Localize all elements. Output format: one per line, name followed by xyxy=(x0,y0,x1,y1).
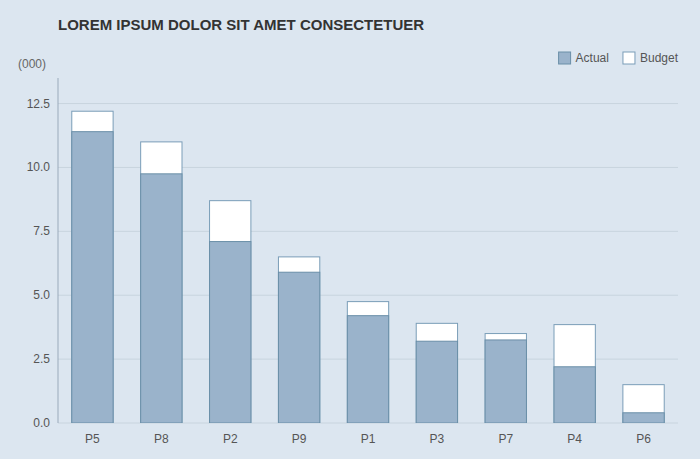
bar xyxy=(278,257,319,423)
y-tick-label: 12.5 xyxy=(27,97,51,111)
bar xyxy=(278,272,319,423)
bar xyxy=(347,302,388,423)
x-tick-label: P4 xyxy=(567,432,582,446)
bars xyxy=(72,111,664,423)
legend-item: Actual xyxy=(559,51,609,65)
x-tick-label: P1 xyxy=(361,432,376,446)
bar xyxy=(623,413,664,423)
y-tick-label: 10.0 xyxy=(27,160,51,174)
background xyxy=(0,0,700,459)
y-tick-label: 5.0 xyxy=(33,288,50,302)
x-tick-label: P7 xyxy=(498,432,513,446)
bar xyxy=(347,316,388,423)
x-tick-label: P8 xyxy=(154,432,169,446)
bar xyxy=(210,201,251,423)
y-axis-line xyxy=(58,78,59,423)
legend-label: Budget xyxy=(640,51,679,65)
legend-swatch xyxy=(559,52,571,64)
legend: Actual Budget xyxy=(559,51,679,65)
bar xyxy=(210,242,251,423)
y-axis-label: (000) xyxy=(18,57,46,71)
x-tick-label: P3 xyxy=(430,432,445,446)
chart: LOREM IPSUM DOLOR SIT AMET CONSECTETUER (… xyxy=(0,0,700,459)
bar xyxy=(72,111,113,423)
bar xyxy=(72,132,113,423)
bar xyxy=(485,340,526,423)
x-tick-label: P6 xyxy=(636,432,651,446)
legend-label: Actual xyxy=(576,51,609,65)
title: LOREM IPSUM DOLOR SIT AMET CONSECTETUER xyxy=(58,16,424,33)
bar xyxy=(141,142,182,423)
legend-swatch xyxy=(623,52,635,64)
bar xyxy=(416,341,457,423)
bar xyxy=(485,334,526,423)
x-tick-label: P2 xyxy=(223,432,238,446)
x-tick-label: P9 xyxy=(292,432,307,446)
bar xyxy=(141,174,182,423)
bar xyxy=(623,385,664,423)
bar xyxy=(554,367,595,423)
y-tick-label: 7.5 xyxy=(33,224,50,238)
y-tick-label: 0.0 xyxy=(33,416,50,430)
grid-line xyxy=(58,103,678,104)
legend-item: Budget xyxy=(623,51,679,65)
y-tick-label: 2.5 xyxy=(33,352,50,366)
x-tick-label: P5 xyxy=(85,432,100,446)
bar xyxy=(554,325,595,423)
grid xyxy=(58,104,678,423)
bar xyxy=(416,323,457,423)
